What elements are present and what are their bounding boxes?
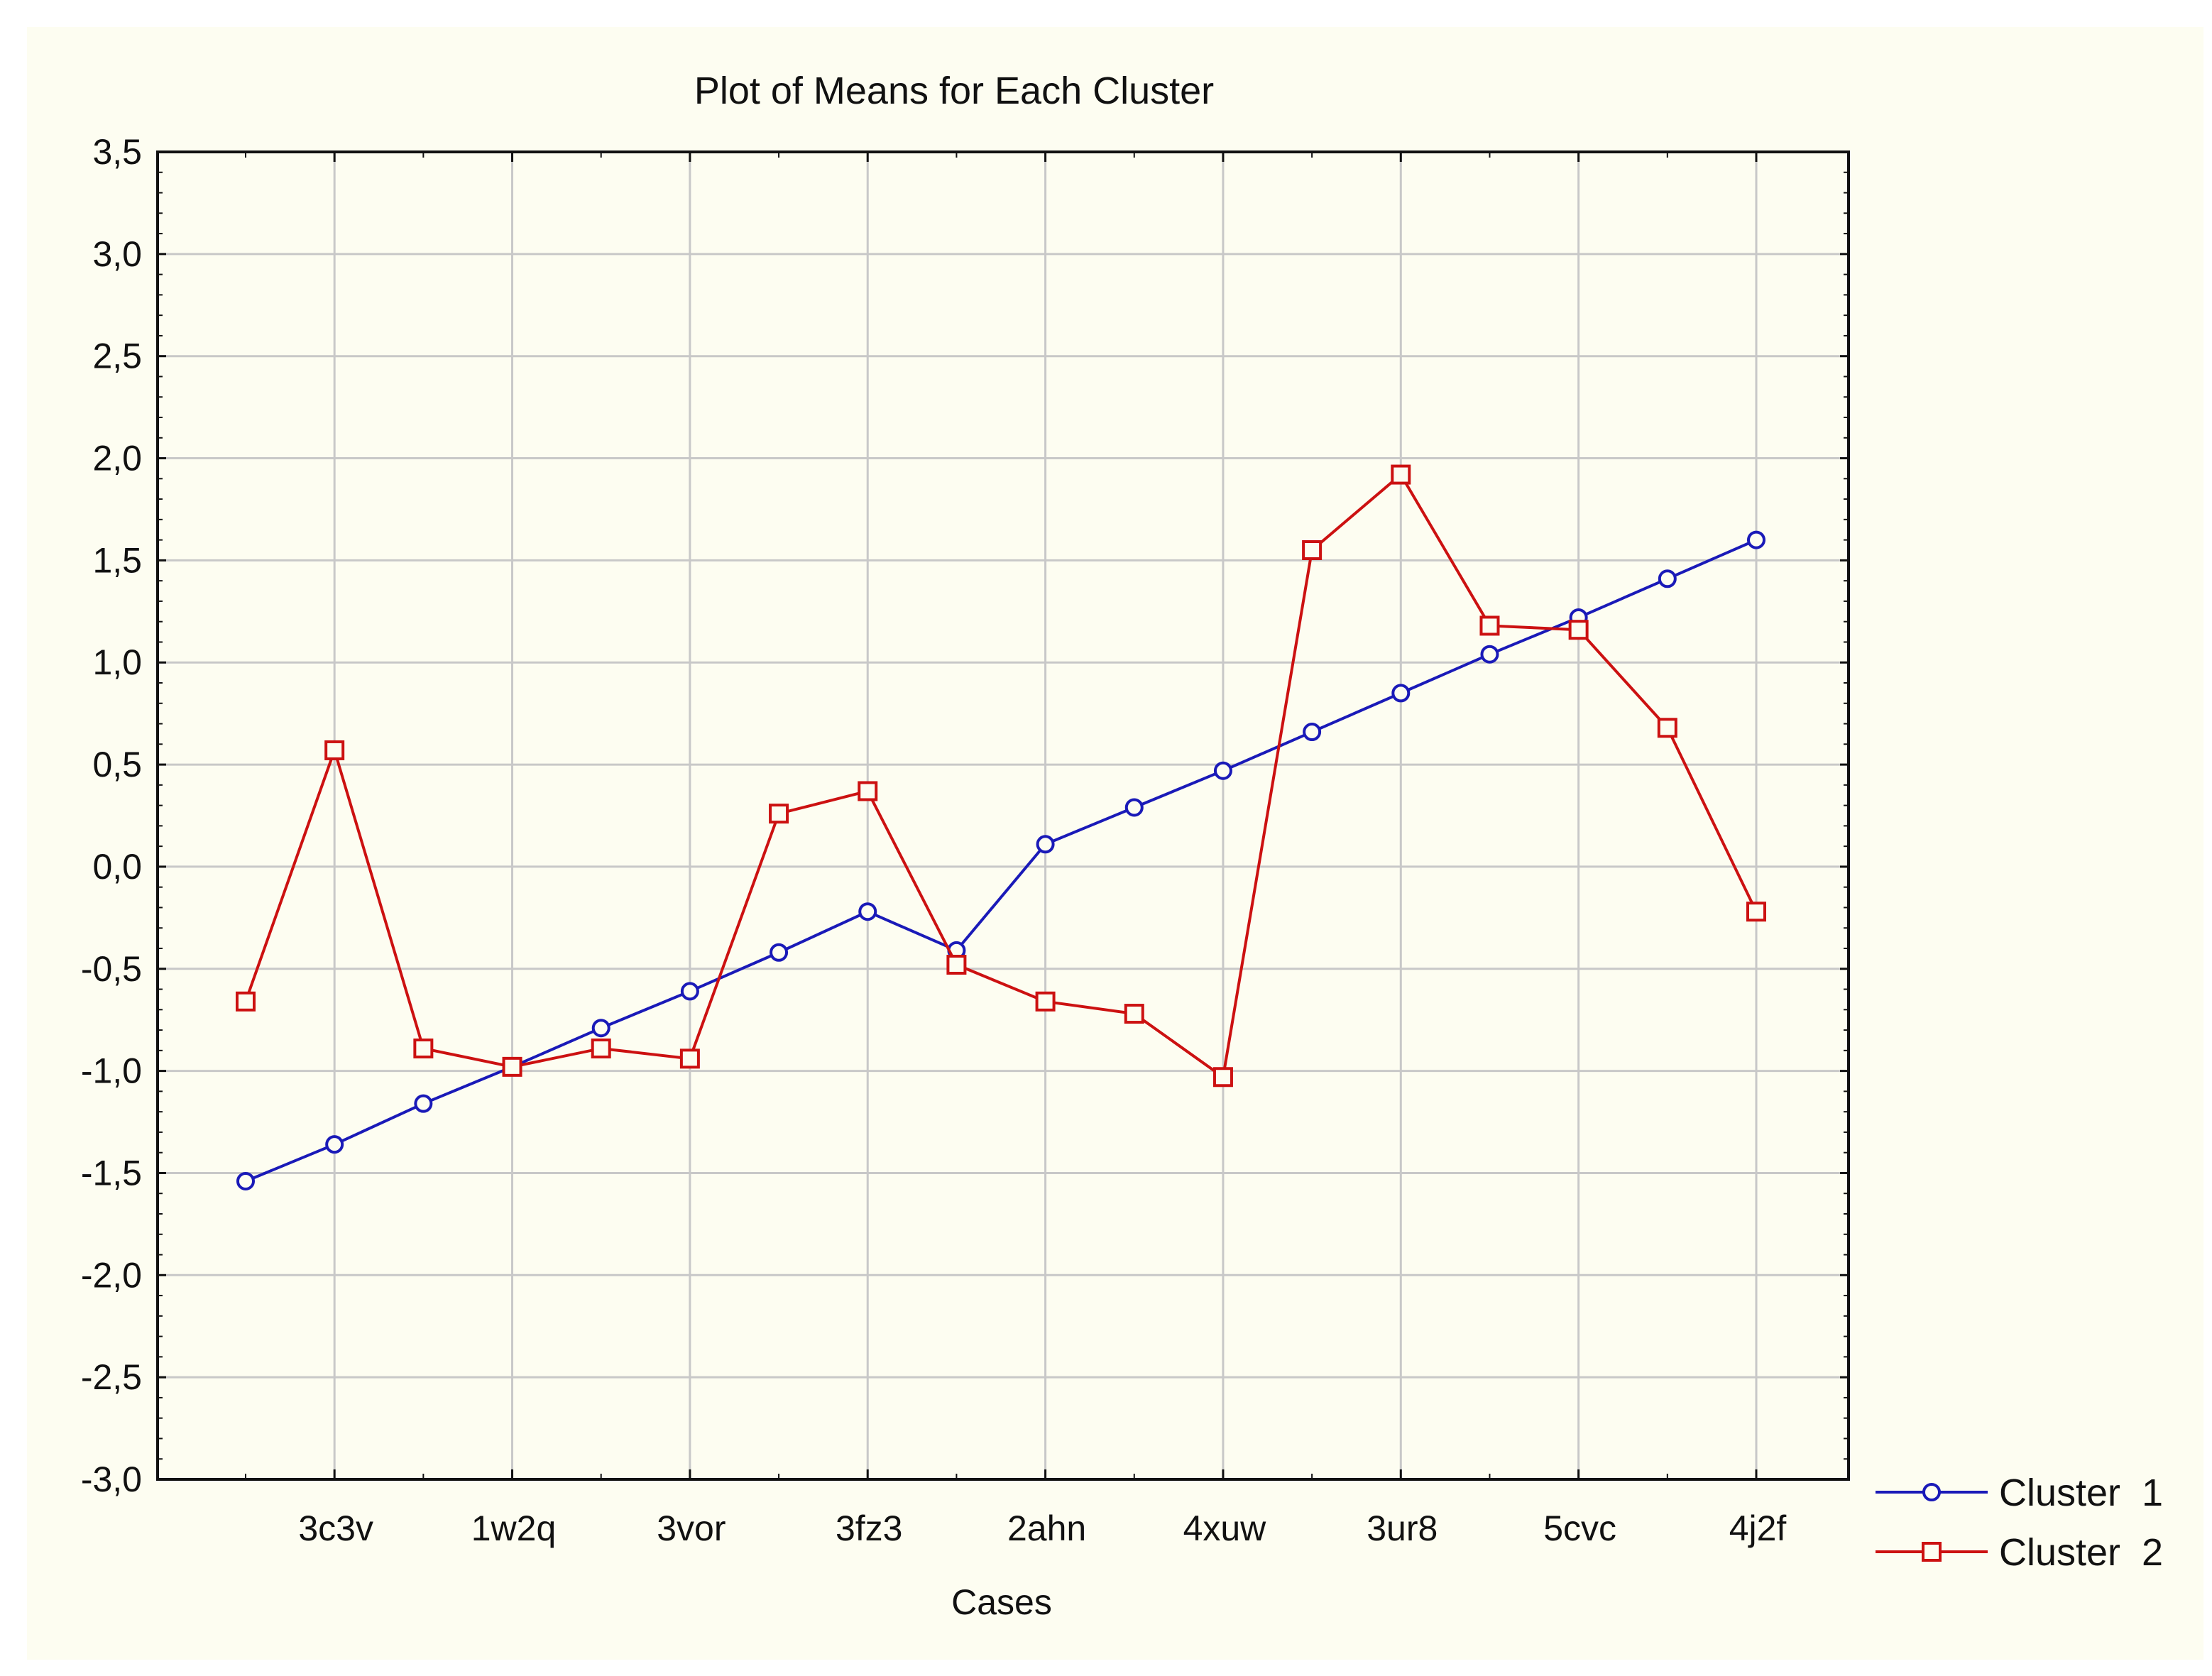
- data-point: [324, 740, 345, 760]
- legend-item: Cluster 1: [1876, 1472, 2163, 1514]
- data-point: [1124, 798, 1144, 817]
- data-point: [236, 991, 256, 1012]
- data-point: [1391, 464, 1411, 485]
- legend-item: Cluster 2: [1876, 1531, 2163, 1574]
- y-tick-label: 1,5: [92, 540, 142, 580]
- y-tick-label: 1,0: [92, 642, 142, 682]
- y-tick-label: -2,5: [81, 1357, 142, 1397]
- data-point: [1303, 723, 1322, 742]
- chart-svg: Plot of Means for Each Cluster 3,5 3,0 2,5…: [81, 70, 2163, 1622]
- data-point: [1035, 991, 1056, 1012]
- data-point: [1568, 620, 1589, 640]
- x-axis-label: Cases: [951, 1582, 1052, 1622]
- x-tick-label: 4j2f: [1729, 1508, 1787, 1548]
- x-tick-label: 4xuw: [1183, 1508, 1267, 1548]
- y-tick-label: 2,5: [92, 336, 142, 376]
- data-point: [1124, 1004, 1144, 1024]
- x-tick-label: 2ahn: [1007, 1508, 1086, 1548]
- x-tick-label: 3vor: [657, 1508, 726, 1548]
- y-tick-label: 2,0: [92, 439, 142, 478]
- y-tick-label: -0,5: [81, 949, 142, 989]
- y-tick-label: 0,0: [92, 847, 142, 887]
- data-point: [680, 982, 699, 1001]
- data-point: [1302, 540, 1323, 560]
- series-line: [245, 538, 1757, 1183]
- data-point: [858, 781, 878, 801]
- series-layer: [236, 464, 1766, 1190]
- data-point: [1657, 718, 1677, 738]
- data-point: [1746, 902, 1766, 922]
- data-point: [591, 1038, 611, 1058]
- plot-frame: [156, 150, 1850, 1481]
- data-point: [858, 902, 877, 921]
- data-point: [679, 1048, 700, 1069]
- grid-lines: [158, 150, 1849, 1481]
- y-tick-label: -3,0: [81, 1459, 142, 1499]
- x-axis: 3c3v 1w2q 3vor 3fz3 2ahn 4xuw 3ur8 5cvc 4j2f: [245, 152, 1787, 1548]
- data-point: [946, 955, 967, 975]
- data-point: [1036, 835, 1055, 854]
- data-point: [591, 1019, 611, 1038]
- chart-figure: Plot of Means for Each Cluster 3,5 3,0 2,5…: [27, 27, 2203, 1660]
- x-tick-label: 3ur8: [1367, 1508, 1438, 1548]
- x-tick-label: 3fz3: [836, 1508, 903, 1548]
- y-tick-label: 0,5: [92, 745, 142, 784]
- data-point: [1747, 530, 1765, 549]
- data-point: [1658, 569, 1677, 588]
- data-point: [1213, 761, 1232, 780]
- legend-label: Cluster 1: [1999, 1472, 2163, 1514]
- data-point: [1391, 684, 1411, 703]
- chart-title: Plot of Means for Each Cluster: [694, 70, 1214, 112]
- legend-marker: [1922, 1483, 1941, 1501]
- series-2: [236, 464, 1766, 1088]
- y-tick-label: -2,0: [81, 1255, 142, 1295]
- data-point: [236, 1171, 255, 1190]
- y-tick-label: 3,0: [92, 234, 142, 274]
- data-point: [502, 1056, 522, 1077]
- y-tick-label: -1,0: [81, 1051, 142, 1091]
- x-tick-label: 1w2q: [471, 1508, 557, 1548]
- data-point: [1212, 1067, 1233, 1088]
- y-axis: 3,5 3,0 2,5 2,0 1,5 1,0 0,5 0,0 -0,5 -1,0 -1,5 -2,0…: [81, 132, 1849, 1499]
- data-point: [1479, 615, 1500, 636]
- data-point: [325, 1135, 344, 1154]
- x-tick-label: 5cvc: [1543, 1508, 1616, 1548]
- data-point: [413, 1038, 434, 1058]
- data-point: [414, 1094, 433, 1113]
- series-1: [236, 530, 1765, 1190]
- legend-marker: [1922, 1542, 1942, 1562]
- y-tick-label: -1,5: [81, 1153, 142, 1193]
- series-line: [244, 472, 1758, 1080]
- data-point: [1480, 645, 1499, 664]
- legend: Cluster 1 Cluster 2: [1876, 1472, 2163, 1574]
- x-tick-label: 3c3v: [298, 1508, 373, 1548]
- data-point: [769, 804, 789, 824]
- y-tick-label: 3,5: [92, 132, 142, 172]
- data-point: [770, 943, 789, 962]
- legend-label: Cluster 2: [1999, 1531, 2163, 1574]
